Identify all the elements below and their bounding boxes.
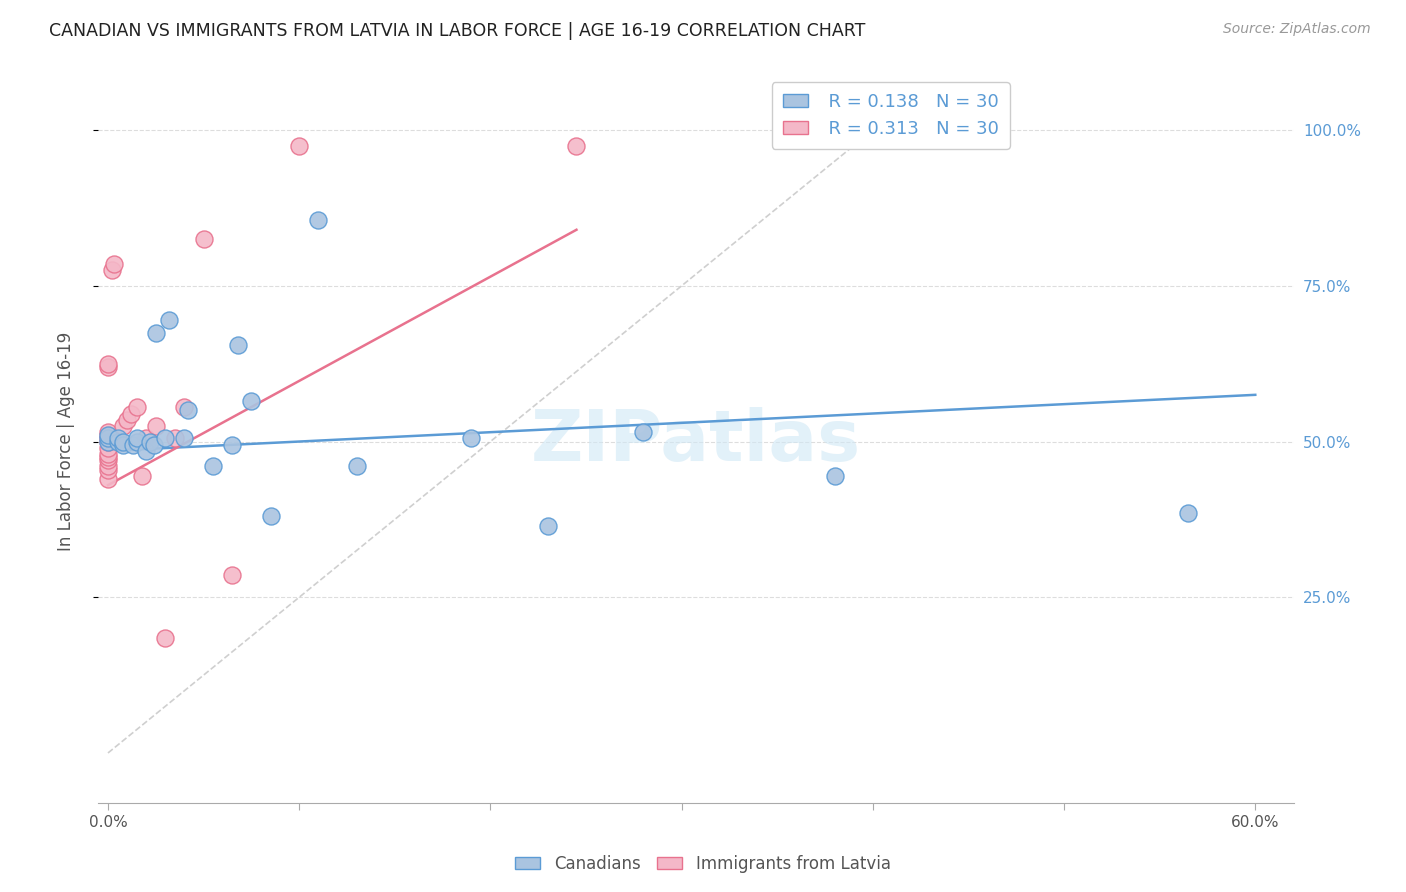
Point: [125, 401, 148, 415]
Point: [226, 338, 249, 352]
Point: [120, 407, 142, 421]
Point: [97, 453, 120, 467]
Point: [97, 428, 120, 442]
Point: [460, 432, 482, 446]
Point: [131, 468, 153, 483]
Point: [139, 434, 162, 449]
Point: [115, 413, 138, 427]
Point: [193, 232, 215, 246]
Point: [346, 459, 368, 474]
Point: [101, 263, 124, 277]
Legend: Canadians, Immigrants from Latvia: Canadians, Immigrants from Latvia: [509, 848, 897, 880]
Point: [163, 432, 186, 446]
Point: [112, 434, 135, 449]
Point: [97, 357, 120, 371]
Point: [97, 432, 120, 446]
Point: [173, 401, 195, 415]
Point: [97, 462, 120, 476]
Point: [288, 138, 311, 153]
Point: [121, 437, 143, 451]
Text: CANADIAN VS IMMIGRANTS FROM LATVIA IN LABOR FORCE | AGE 16-19 CORRELATION CHART: CANADIAN VS IMMIGRANTS FROM LATVIA IN LA…: [49, 22, 866, 40]
Point: [177, 403, 200, 417]
Point: [565, 138, 588, 153]
Point: [108, 434, 131, 449]
Point: [259, 509, 281, 524]
Text: Source: ZipAtlas.com: Source: ZipAtlas.com: [1223, 22, 1371, 37]
Point: [1177, 506, 1199, 520]
Point: [97, 450, 120, 464]
Point: [97, 434, 120, 449]
Point: [155, 432, 177, 446]
Point: [221, 568, 243, 582]
Y-axis label: In Labor Force | Age 16-19: In Labor Force | Age 16-19: [56, 332, 75, 551]
Point: [202, 459, 225, 474]
Text: ZIPatlas: ZIPatlas: [531, 407, 860, 476]
Point: [107, 434, 129, 449]
Point: [155, 631, 177, 645]
Point: [125, 434, 148, 449]
Point: [307, 213, 329, 227]
Point: [97, 428, 120, 442]
Point: [97, 425, 120, 440]
Point: [107, 432, 129, 446]
Point: [103, 257, 125, 271]
Point: [135, 443, 157, 458]
Point: [125, 432, 148, 446]
Point: [633, 425, 655, 440]
Point: [145, 419, 167, 434]
Point: [537, 518, 560, 533]
Point: [824, 468, 846, 483]
Point: [112, 437, 135, 451]
Point: [112, 419, 135, 434]
Point: [221, 437, 243, 451]
Point: [142, 437, 165, 451]
Point: [97, 434, 120, 449]
Point: [97, 472, 120, 486]
Point: [97, 441, 120, 455]
Point: [97, 432, 120, 446]
Point: [97, 447, 120, 461]
Point: [240, 394, 263, 409]
Legend:   R = 0.138   N = 30,   R = 0.313   N = 30: R = 0.138 N = 30, R = 0.313 N = 30: [772, 82, 1010, 149]
Point: [173, 432, 195, 446]
Point: [157, 313, 180, 327]
Point: [135, 432, 157, 446]
Point: [97, 459, 120, 474]
Point: [145, 326, 167, 340]
Point: [97, 359, 120, 374]
